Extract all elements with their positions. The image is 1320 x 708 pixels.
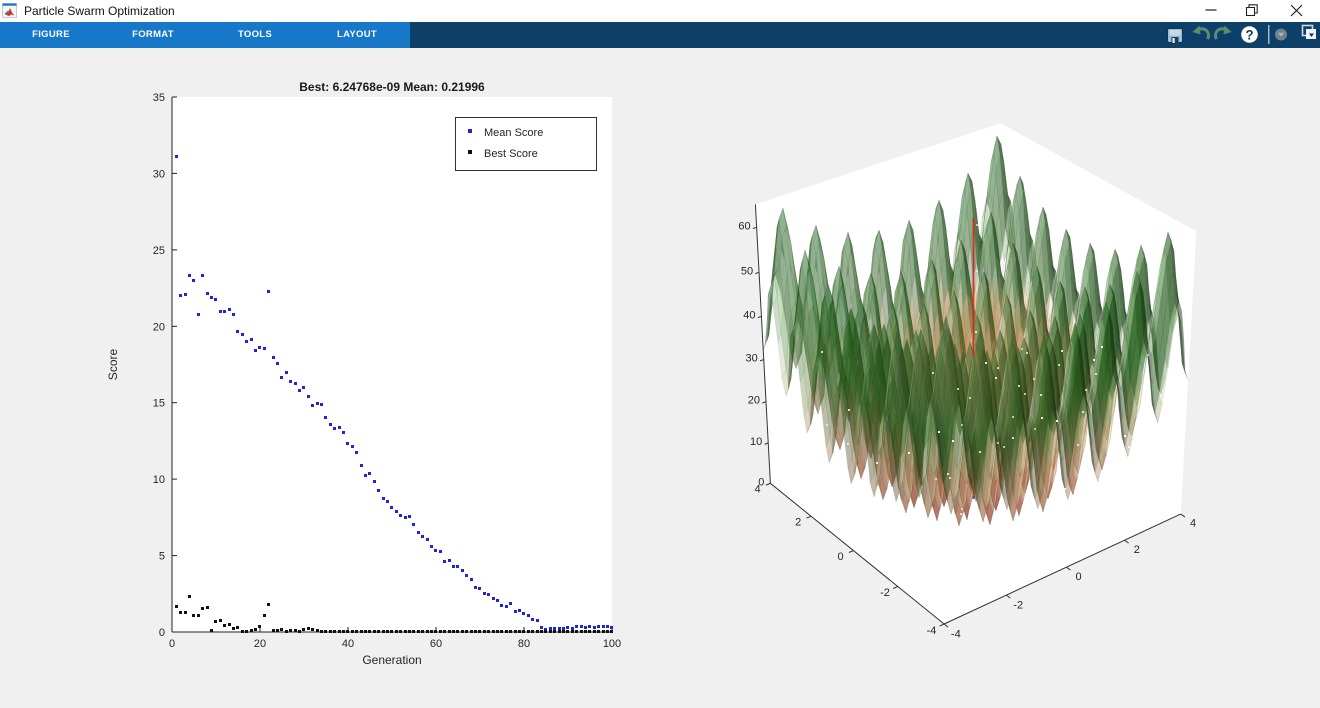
svg-text:0: 0 <box>1075 571 1081 583</box>
svg-text:Best: 6.24768e-09 Mean: 0.2199: Best: 6.24768e-09 Mean: 0.21996 <box>299 80 485 94</box>
svg-text:0: 0 <box>169 638 175 650</box>
svg-text:30: 30 <box>153 168 165 180</box>
svg-text:20: 20 <box>254 638 266 650</box>
svg-text:0: 0 <box>758 476 764 488</box>
svg-text:30: 30 <box>746 353 758 365</box>
svg-text:4: 4 <box>1190 518 1196 530</box>
svg-text:60: 60 <box>738 220 750 232</box>
svg-text:4: 4 <box>754 484 760 496</box>
svg-text:-2: -2 <box>1013 599 1023 611</box>
svg-text:50: 50 <box>741 265 753 277</box>
svg-text:100: 100 <box>603 638 621 650</box>
svg-text:60: 60 <box>430 638 442 650</box>
svg-text:Best Score: Best Score <box>484 148 538 160</box>
svg-text:0: 0 <box>838 551 844 563</box>
svg-text:Mean Score: Mean Score <box>484 127 543 139</box>
svg-text:25: 25 <box>153 245 165 257</box>
svg-text:15: 15 <box>153 398 165 410</box>
svg-text:40: 40 <box>342 638 354 650</box>
svg-text:-2: -2 <box>880 587 890 599</box>
svg-text:Generation: Generation <box>362 653 421 667</box>
svg-text:0: 0 <box>159 627 165 639</box>
svg-text:80: 80 <box>518 638 530 650</box>
svg-text:2: 2 <box>795 517 801 529</box>
svg-text:?: ? <box>1245 27 1253 42</box>
svg-text:10: 10 <box>153 474 165 486</box>
svg-text:20: 20 <box>748 395 760 407</box>
svg-text:-4: -4 <box>927 625 937 637</box>
svg-text:Score: Score <box>106 349 120 381</box>
svg-text:20: 20 <box>153 321 165 333</box>
svg-text:2: 2 <box>1134 544 1140 556</box>
svg-text:40: 40 <box>743 309 755 321</box>
svg-text:10: 10 <box>750 436 762 448</box>
svg-text:5: 5 <box>159 551 165 563</box>
svg-text:-4: -4 <box>951 628 961 640</box>
svg-text:35: 35 <box>153 92 165 104</box>
